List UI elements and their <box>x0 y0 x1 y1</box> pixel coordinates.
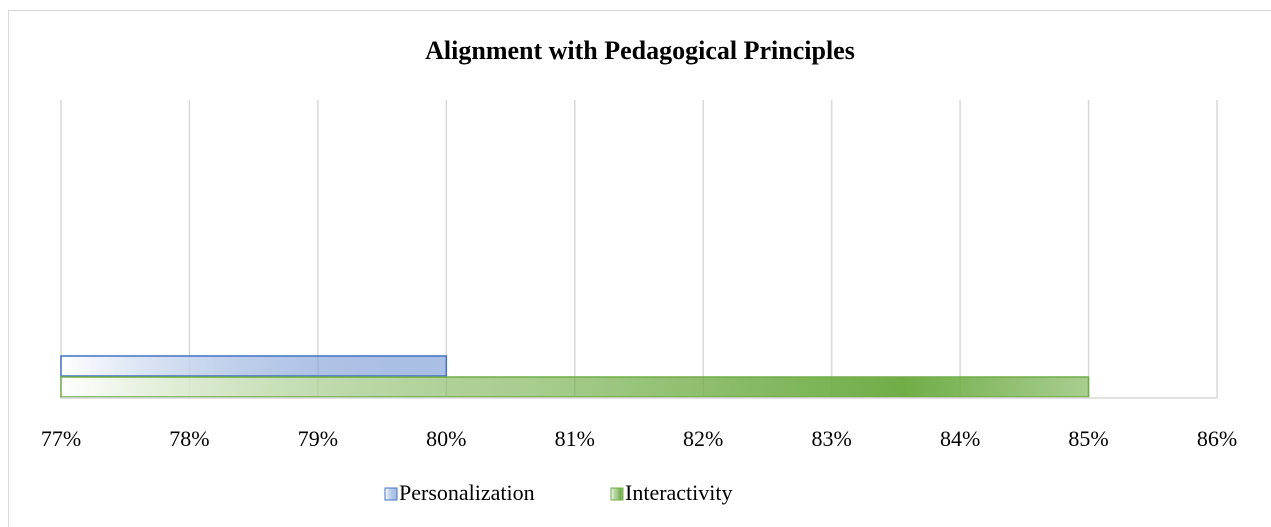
chart-title: Alignment with Pedagogical Principles <box>425 36 855 65</box>
x-tick-label: 80% <box>426 426 466 451</box>
x-tick-label: 79% <box>298 426 338 451</box>
x-tick-label: 85% <box>1068 426 1108 451</box>
bar <box>60 376 1090 398</box>
legend-label: Interactivity <box>625 480 733 505</box>
chart-frame <box>8 10 1271 527</box>
legend-swatch <box>384 487 398 501</box>
bar <box>60 355 448 377</box>
x-tick-label: 82% <box>683 426 723 451</box>
legend-label: Personalization <box>399 480 535 505</box>
x-tick-label: 86% <box>1197 426 1237 451</box>
x-tick-label: 77% <box>41 426 81 451</box>
x-tick-label: 83% <box>812 426 852 451</box>
x-tick-label: 78% <box>169 426 209 451</box>
legend-swatch <box>610 487 624 501</box>
x-tick-label: 84% <box>940 426 980 451</box>
x-tick-label: 81% <box>555 426 595 451</box>
